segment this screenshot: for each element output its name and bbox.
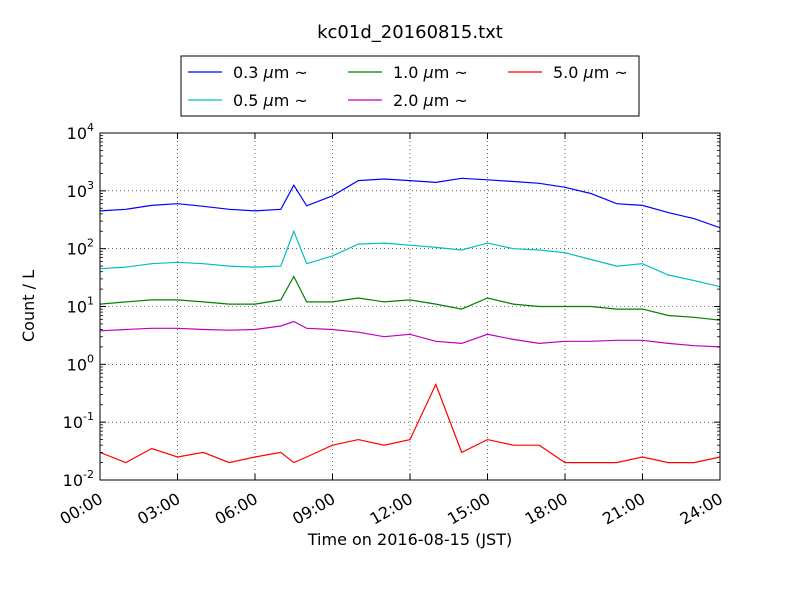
plot-lines — [100, 177, 720, 464]
x-axis-label: Time on 2016-08-15 (JST) — [307, 530, 512, 549]
chart-title: kc01d_20160815.txt — [317, 22, 503, 43]
legend-entry-label: 0.5 μm ~ — [233, 91, 308, 110]
series-line-1.0 — [100, 275, 720, 321]
grid — [100, 133, 720, 480]
y-tick-label: 101 — [67, 295, 94, 317]
y-tick-label: 102 — [67, 237, 94, 259]
legend: 0.3 μm ~ 0.5 μm ~ 1.0 μm ~ 2.0 μm ~ 5.0 μm ~ — [180, 55, 640, 117]
legend-entry-label: 5.0 μm ~ — [553, 63, 628, 82]
legend-entry-label: 1.0 μm ~ — [393, 63, 468, 82]
y-axis-label: Count / L — [19, 270, 38, 342]
y-tick-label: 104 — [67, 121, 94, 143]
y-tick-label: 10-1 — [63, 410, 94, 432]
legend-entry-label: 2.0 μm ~ — [393, 91, 468, 110]
y-tick-label: 100 — [67, 352, 94, 374]
series-line-5.0 — [100, 382, 720, 464]
legend-box — [180, 55, 640, 117]
series-line-2.0 — [100, 320, 720, 348]
y-tick-label: 10-2 — [63, 468, 94, 490]
series-line-0.5 — [100, 229, 720, 288]
series-line-0.3 — [100, 177, 720, 229]
y-tick-label: 103 — [67, 179, 94, 201]
legend-entry-label: 0.3 μm ~ — [233, 63, 308, 82]
y-axis: 10-2 10-1 100 101 102 103 104 — [63, 121, 720, 490]
